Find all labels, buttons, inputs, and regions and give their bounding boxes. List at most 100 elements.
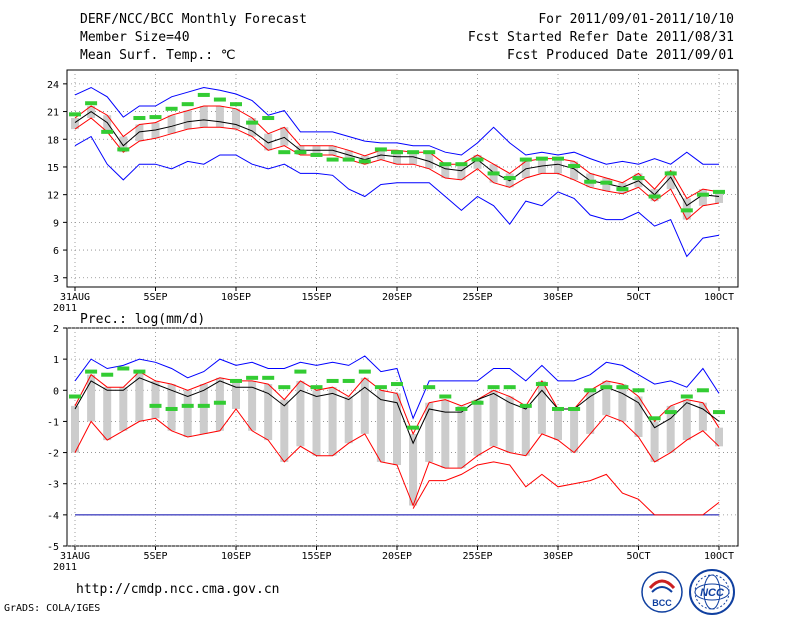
x-tick-label: 20SEP [382, 551, 412, 562]
observed-marker [246, 120, 259, 125]
lower-quartile-line [74, 408, 720, 507]
x-tick-label: 10SEP [221, 292, 251, 303]
spread-box [167, 115, 176, 134]
observed-marker [85, 369, 98, 374]
y-tick-label: 3 [53, 274, 59, 285]
x-tick-label: 30SEP [543, 292, 573, 303]
spread-box [634, 396, 643, 437]
spread-box [505, 396, 514, 453]
spread-box [618, 384, 627, 422]
observed-marker [696, 192, 709, 197]
spread-box [183, 110, 192, 130]
bcc-logo-text: BCC [652, 598, 672, 608]
observed-marker [358, 369, 371, 374]
observed-marker [278, 385, 291, 390]
spread-box [457, 405, 466, 469]
observed-marker [600, 180, 613, 185]
observed-marker [85, 101, 98, 106]
spread-box [264, 384, 273, 441]
bcc-logo: BCC [641, 571, 683, 613]
x-tick-label: 30SEP [543, 551, 573, 562]
observed-marker [535, 156, 548, 161]
observed-marker [262, 116, 275, 121]
precipitation-plot-frame [66, 327, 739, 547]
observed-marker [584, 179, 597, 184]
spread-box [103, 115, 112, 132]
observed-marker [117, 366, 130, 371]
observed-marker [133, 369, 146, 374]
observed-marker [246, 375, 259, 380]
observed-marker [374, 147, 387, 152]
spread-box [119, 136, 128, 153]
observed-marker [584, 388, 597, 393]
observed-marker [197, 403, 210, 408]
grads-credit: GrADS: COLA/IGES [4, 603, 101, 614]
observed-marker [680, 394, 693, 399]
observed-marker [471, 157, 484, 162]
observed-marker [552, 406, 564, 411]
spread-box [554, 408, 562, 441]
spread-box [650, 421, 659, 462]
observed-marker [326, 157, 339, 162]
observed-marker [101, 129, 114, 134]
member-size: Member Size=40 [80, 30, 190, 45]
lower-extreme-line [412, 461, 720, 516]
spread-box [280, 127, 289, 146]
observed-marker [407, 150, 420, 155]
spread-box [666, 405, 675, 453]
panel-title: Prec.: log(mm/d) [80, 312, 205, 327]
spread-box [425, 402, 434, 462]
max-member-line [74, 86, 719, 165]
x-tick-label: 10OCT [704, 551, 734, 562]
x-tick-label: 31AUG [60, 551, 90, 562]
observed-marker [680, 208, 693, 213]
y-tick-label: 15 [47, 163, 59, 174]
spread-box [521, 405, 530, 456]
y-tick-label: -1 [47, 417, 59, 428]
observed-marker [213, 97, 226, 102]
x-tick-label: 15SEP [301, 551, 331, 562]
spread-box [248, 118, 257, 137]
source-url[interactable]: http://cmdp.ncc.cma.gov.cn [76, 582, 280, 597]
observed-marker [165, 406, 178, 411]
spread-box [602, 380, 611, 416]
spread-box [344, 396, 353, 444]
year-label: 2011 [53, 303, 77, 314]
ensemble-mean-line [74, 110, 720, 207]
observed-marker [713, 189, 725, 194]
y-tick-label: -3 [47, 480, 59, 491]
spread-box [457, 164, 466, 180]
observed-marker [568, 406, 581, 411]
observed-marker [181, 102, 194, 107]
y-tick-label: 0 [53, 386, 59, 397]
observed-marker [616, 187, 629, 192]
observed-marker [455, 406, 468, 411]
spread-box [264, 133, 273, 151]
observed-marker [310, 385, 323, 390]
temperature-plot-frame [66, 69, 739, 288]
spread-box [441, 164, 450, 179]
observed-marker [391, 382, 403, 387]
spread-box [87, 374, 96, 422]
observed-marker [407, 425, 420, 430]
spread-box [698, 189, 707, 206]
y-tick-label: 6 [53, 246, 59, 257]
variable-label: Mean Surf. Temp.: ℃ [80, 48, 236, 63]
observed-marker [133, 116, 146, 121]
ncc-logo-text: NCC [700, 587, 725, 599]
min-member-line [74, 135, 720, 258]
spread-box [183, 390, 192, 437]
observed-marker [181, 403, 194, 408]
spread-box [409, 152, 418, 165]
observed-marker [616, 385, 629, 390]
x-tick-label: 25SEP [462, 551, 492, 562]
spread-box [312, 390, 321, 456]
observed-marker [165, 106, 178, 111]
temperature-panel: 31AUG 5SEP 10SEP 15SEP 20SEP 25SEP 30SEP 5OCT 10… [47, 69, 739, 314]
spread-box [360, 377, 369, 434]
observed-marker [568, 164, 581, 169]
observed-marker [503, 385, 516, 390]
observed-marker [342, 378, 355, 383]
ncc-logo: NCC [689, 569, 735, 615]
